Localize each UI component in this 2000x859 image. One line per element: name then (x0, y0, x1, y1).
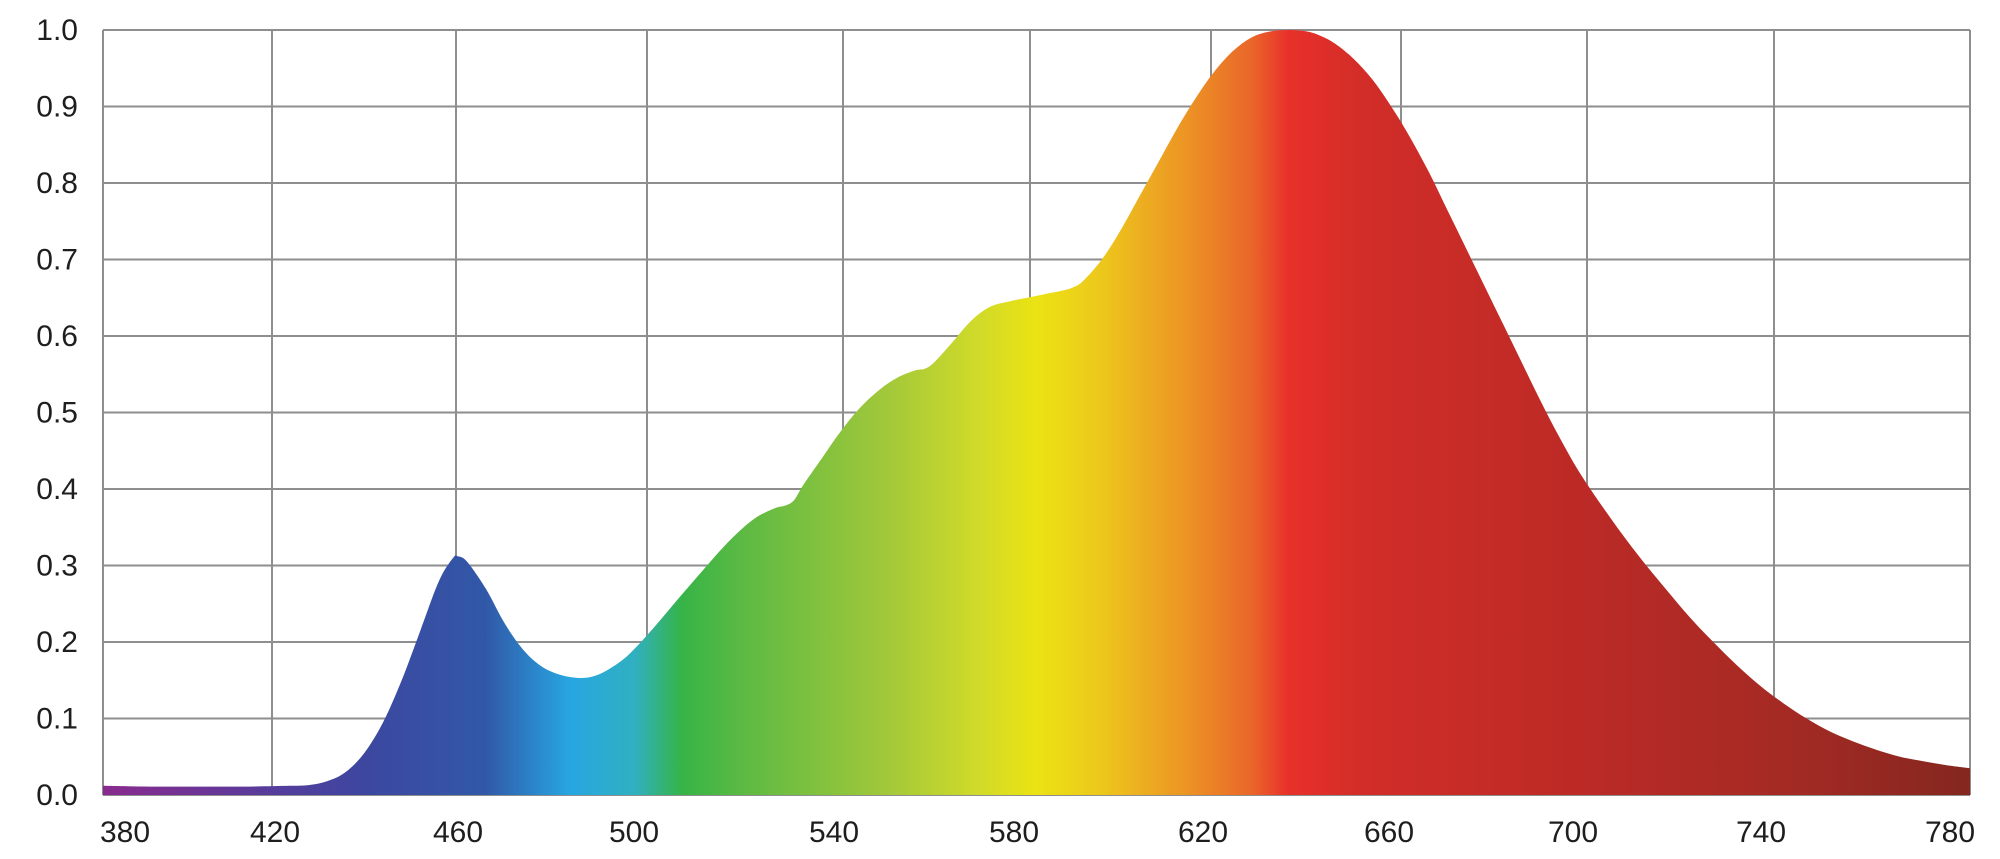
y-tick-label-10: 1.0 (36, 14, 78, 47)
y-tick-label-8: 0.8 (36, 167, 78, 200)
y-tick-label-5: 0.5 (36, 397, 78, 430)
y-tick-label-6: 0.6 (36, 320, 78, 353)
y-axis-ticks: 0.0 0.1 0.2 0.3 0.4 0.5 0.6 0.7 0.8 0.9 1.0 (36, 14, 78, 812)
x-tick-label-4: 540 (809, 816, 859, 849)
x-axis-ticks: 380 420 460 500 540 580 620 660 700 740 780 (100, 816, 1975, 849)
x-tick-label-1: 420 (250, 816, 300, 849)
x-tick-label-8: 700 (1548, 816, 1598, 849)
y-tick-label-3: 0.3 (36, 550, 78, 583)
y-tick-label-1: 0.1 (36, 703, 78, 736)
y-tick-label-9: 0.9 (36, 91, 78, 124)
x-tick-label-7: 660 (1364, 816, 1414, 849)
x-tick-label-2: 460 (433, 816, 483, 849)
y-tick-label-2: 0.2 (36, 626, 78, 659)
x-tick-label-3: 500 (609, 816, 659, 849)
x-tick-label-10: 780 (1925, 816, 1975, 849)
spectrum-area (103, 30, 1970, 795)
x-tick-label-9: 740 (1736, 816, 1786, 849)
x-tick-label-5: 580 (989, 816, 1039, 849)
y-tick-label-4: 0.4 (36, 473, 78, 506)
x-tick-label-6: 620 (1178, 816, 1228, 849)
x-tick-label-0: 380 (100, 816, 150, 849)
y-tick-label-0: 0.0 (36, 779, 78, 812)
spectrum-area-layer (103, 30, 1970, 795)
y-tick-label-7: 0.7 (36, 244, 78, 277)
